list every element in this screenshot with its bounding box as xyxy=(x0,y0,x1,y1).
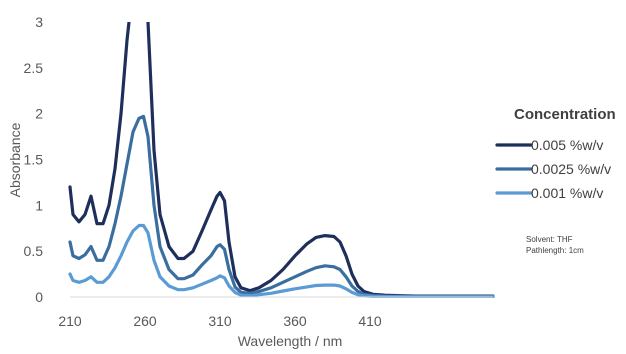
x-tick-label-210: 210 xyxy=(58,313,82,329)
y-axis-title: Absorbance xyxy=(7,122,23,197)
legend-label-3: 0.001 %w/v xyxy=(531,185,603,201)
x-tick-labels: 210 260 310 360 410 xyxy=(58,313,382,329)
y-tick-label-1: 0.5 xyxy=(24,243,44,259)
y-tick-label-6: 3 xyxy=(35,14,43,30)
solvent-note: Solvent: THF xyxy=(526,235,573,244)
series-layer xyxy=(68,22,495,298)
pathlength-note: Pathlength: 1cm xyxy=(526,246,584,255)
series-line-2 xyxy=(68,114,495,298)
x-tick-label-260: 260 xyxy=(133,313,157,329)
y-tick-label-0: 0 xyxy=(35,289,43,305)
legend-label-1: 0.005 %w/v xyxy=(531,137,603,153)
y-tick-labels: 0 0.5 1 1.5 2 2.5 3 xyxy=(24,14,44,305)
legend-title: Concentration xyxy=(514,106,616,123)
x-tick-label-360: 360 xyxy=(283,313,307,329)
x-tick-label-310: 310 xyxy=(208,313,232,329)
x-tick-label-410: 410 xyxy=(358,313,382,329)
series-line-1 xyxy=(68,22,495,298)
y-tick-label-2: 1 xyxy=(35,197,43,213)
x-axis-title: Wavelength / nm xyxy=(238,333,343,349)
y-tick-label-3: 1.5 xyxy=(24,152,44,168)
legend-label-2: 0.0025 %w/v xyxy=(531,161,611,177)
y-tick-label-5: 2.5 xyxy=(24,60,44,76)
legend: Concentration 0.005 %w/v 0.0025 %w/v 0.001… xyxy=(495,106,616,201)
y-tick-label-4: 2 xyxy=(35,106,43,122)
series-line-3 xyxy=(68,223,495,298)
